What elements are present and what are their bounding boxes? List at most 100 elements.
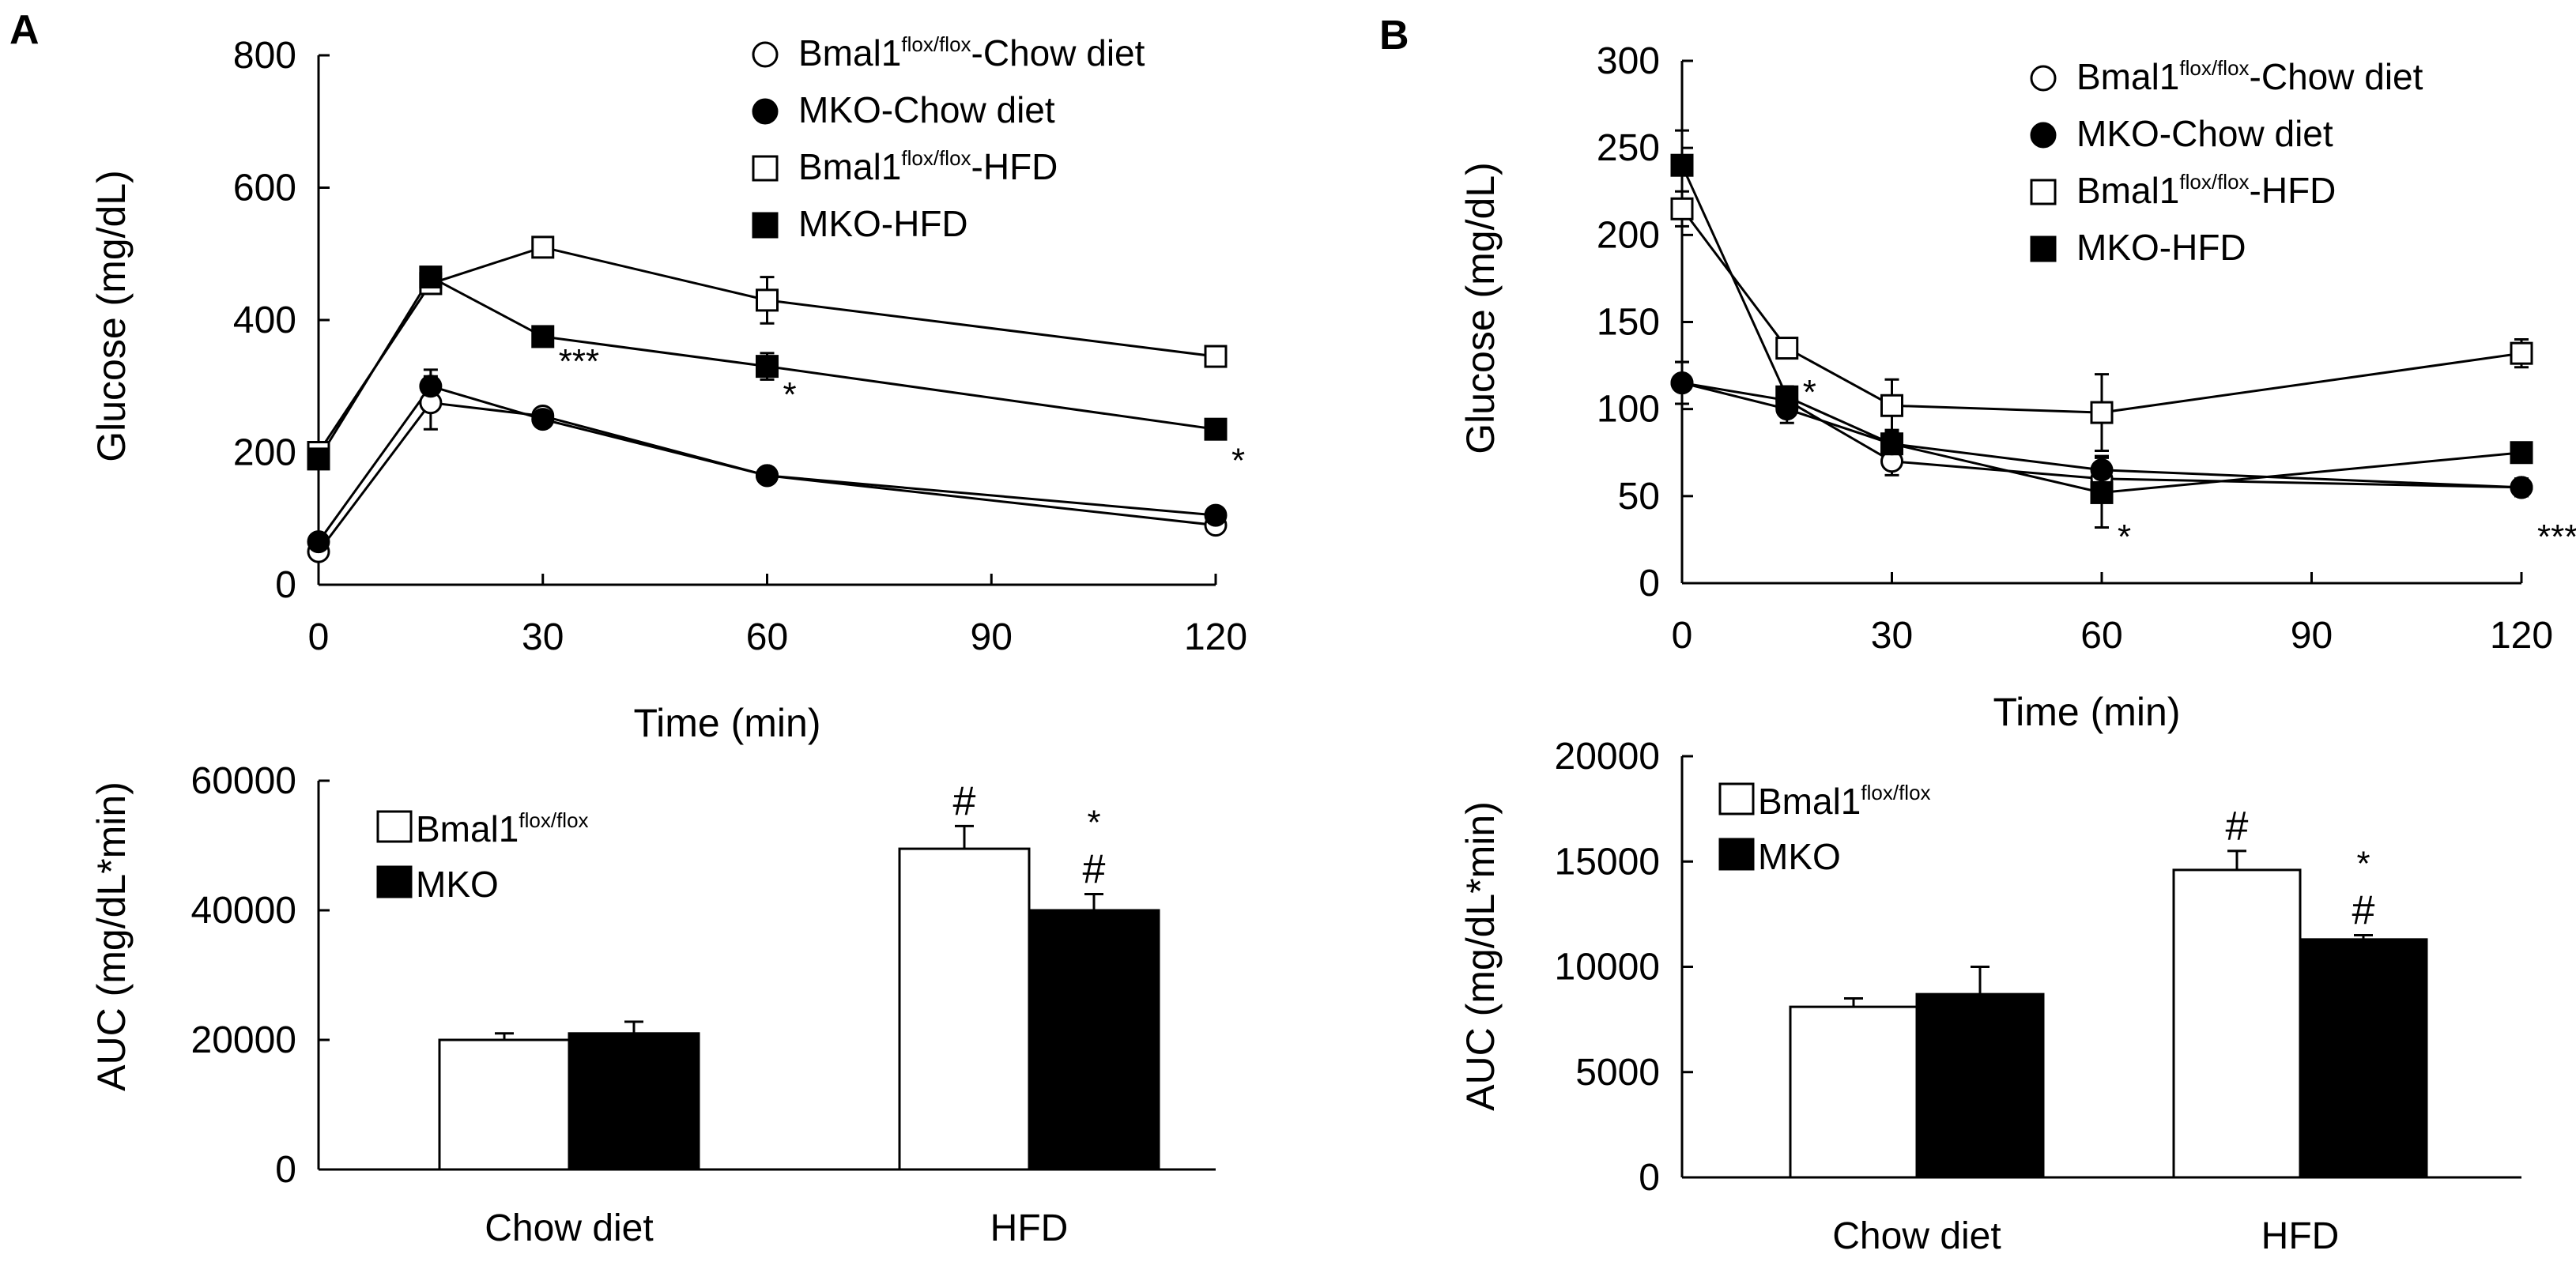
panel-b-line-significance-mark: * bbox=[2118, 518, 2131, 556]
panel-b-bar-category-label: HFD bbox=[2261, 1215, 2340, 1257]
panel-b-line-data-point bbox=[1670, 153, 1694, 177]
panel-b-line-data-point bbox=[1880, 394, 1903, 417]
panel-b-bar-legend-label: MKO bbox=[1758, 836, 1841, 877]
panel-b-line-legend-label: MKO-HFD bbox=[2076, 227, 2246, 268]
panel-a-bar-y-tick-label: 40000 bbox=[191, 890, 296, 932]
panel-b-line-data-point bbox=[2090, 458, 2114, 482]
panel-a-bar-bar bbox=[1028, 909, 1160, 1171]
panel-a-line-y-tick-label: 800 bbox=[233, 35, 296, 77]
panel-b-line-y-tick-label: 300 bbox=[1597, 40, 1660, 82]
panel-a-line-significance-mark: * bbox=[1231, 442, 1245, 480]
panel-a-line-x-tick-label: 60 bbox=[746, 616, 788, 658]
panel-a-line-legend-label: MKO-Chow diet bbox=[798, 89, 1055, 130]
panel-b-bar-y-tick-label: 10000 bbox=[1555, 947, 1660, 989]
panel-a-bar-bar bbox=[568, 1032, 700, 1171]
panel-b-bar-bar bbox=[1915, 992, 2045, 1179]
panel-a-bar-legend-label: MKO bbox=[416, 864, 499, 905]
panel-a-bar-ylabel: AUC (mg/dL*min) bbox=[89, 782, 134, 1091]
panel-a-line-data-point bbox=[756, 464, 779, 488]
panel-a-line-data-point bbox=[531, 325, 555, 348]
panel-a-bar-y-tick-label: 20000 bbox=[191, 1019, 296, 1061]
panel-a-line-data-point bbox=[307, 530, 330, 554]
panel-a-line-data-point bbox=[531, 235, 555, 259]
panel-a-line-legend-marker bbox=[752, 98, 779, 125]
panel-b-bar-y-tick-label: 15000 bbox=[1555, 841, 1660, 883]
panel-b-line-legend-label: MKO-Chow diet bbox=[2076, 113, 2333, 154]
panel-a-bar-legend-swatch bbox=[376, 810, 413, 843]
panel-b-bar-y-tick-label: 0 bbox=[1639, 1157, 1660, 1199]
panel-a-line-chart: 0 200 400 600 800 0 30 60 90 120 Bmal1flox/flox-Ch… bbox=[233, 32, 1247, 658]
panel-a-line-data-point bbox=[756, 288, 779, 312]
panel-a-bar-legend-swatch bbox=[376, 865, 413, 898]
panel-a-line-xlabel: Time (min) bbox=[633, 701, 820, 745]
panel-b-bar-significance-mark: * bbox=[2356, 845, 2370, 883]
panel-a-bar-category-label: HFD bbox=[990, 1207, 1069, 1249]
panel-a-line-data-point bbox=[1204, 503, 1228, 527]
panel-a-line-x-tick-label: 0 bbox=[308, 616, 330, 658]
panel-b-line-data-point bbox=[2510, 341, 2533, 365]
panel-b-bar-category-label: Chow diet bbox=[1832, 1215, 2001, 1257]
panel-b-bar-bar bbox=[2299, 938, 2428, 1179]
panel-b-line-data-point bbox=[2510, 476, 2533, 499]
panel-a-line-significance-mark: * bbox=[783, 375, 797, 414]
panel-a-line-legend-label: MKO-HFD bbox=[798, 203, 968, 244]
panel-b-line-data-point bbox=[2090, 480, 2114, 504]
panel-b-bar-ylabel: AUC (mg/dL*min) bbox=[1458, 801, 1503, 1111]
panel-b-line-legend-marker bbox=[2030, 179, 2057, 205]
panel-a-bar-bar bbox=[898, 847, 1031, 1171]
panel-b-line-data-point bbox=[1775, 385, 1799, 409]
panel-a-line-legend-marker bbox=[752, 155, 779, 182]
panel-b-bar-legend-label: Bmal1flox/flox bbox=[1758, 781, 1931, 822]
panel-a-line-x-tick-label: 30 bbox=[522, 616, 564, 658]
panel-b-bar-bar bbox=[1789, 1005, 1918, 1179]
panel-b-line-data-point bbox=[1775, 337, 1799, 360]
panel-b-line-y-tick-label: 150 bbox=[1597, 302, 1660, 344]
panel-b-line-x-tick-label: 0 bbox=[1672, 615, 1693, 657]
panel-a-bar-category-label: Chow diet bbox=[485, 1207, 653, 1249]
panel-b-bar-bar bbox=[2172, 868, 2302, 1179]
panel-a-line-y-tick-label: 600 bbox=[233, 168, 296, 209]
panel-a-bar-y-tick-label: 0 bbox=[275, 1149, 296, 1191]
panel-b-line-significance-mark: *** bbox=[2537, 518, 2576, 556]
panel-b-line-x-tick-label: 90 bbox=[2291, 615, 2333, 657]
panel-label-b: B bbox=[1379, 13, 1409, 58]
panel-b-bar-legend-swatch bbox=[1718, 838, 1755, 871]
panel-b-line-x-tick-label: 60 bbox=[2080, 615, 2122, 657]
panel-b-bar-legend-swatch bbox=[1718, 782, 1755, 815]
panel-b-line-legend-marker bbox=[2030, 122, 2057, 149]
panel-b-line-y-tick-label: 200 bbox=[1597, 214, 1660, 256]
panel-a-line-data-point bbox=[1204, 417, 1228, 441]
panel-b-line-y-tick-label: 250 bbox=[1597, 127, 1660, 169]
panel-b-line-legend-label: Bmal1flox/flox-Chow diet bbox=[2076, 56, 2423, 97]
panel-a-bar-chart: 0 20000 40000 60000 Chow diet HFD Bmal1flox/fl… bbox=[191, 760, 1216, 1249]
panel-a-line-data-point bbox=[419, 375, 443, 398]
panel-a-line-legend-marker bbox=[752, 212, 779, 239]
panel-b-line-y-tick-label: 50 bbox=[1618, 476, 1660, 518]
panel-b-line-xlabel: Time (min) bbox=[1993, 690, 2180, 734]
panel-b-line-x-tick-label: 30 bbox=[1871, 615, 1913, 657]
panel-a-line-data-point bbox=[419, 266, 443, 289]
panel-a-line-x-tick-label: 120 bbox=[1184, 616, 1247, 658]
panel-b-line-data-point bbox=[2510, 441, 2533, 465]
panel-a-line-legend-label: Bmal1flox/flox-HFD bbox=[798, 146, 1058, 187]
panel-a-bar-significance-mark: * bbox=[1087, 804, 1100, 842]
panel-b-bar-y-tick-label: 20000 bbox=[1555, 736, 1660, 778]
panel-a-line-y-tick-label: 400 bbox=[233, 299, 296, 341]
panel-b-line-data-point bbox=[1880, 432, 1903, 456]
panel-a-line-x-tick-label: 90 bbox=[971, 616, 1013, 658]
panel-b-line-legend-marker bbox=[2030, 65, 2057, 92]
panel-b-line-legend-marker bbox=[2030, 235, 2057, 262]
panel-a-bar-significance-mark: # bbox=[1083, 847, 1106, 893]
panel-a-bar-bar bbox=[438, 1038, 571, 1171]
panel-a-line-significance-mark: *** bbox=[559, 342, 599, 381]
panel-a-line-data-point bbox=[1204, 345, 1228, 368]
panel-b-line-data-point bbox=[2090, 401, 2114, 424]
panel-b-bar-y-tick-label: 5000 bbox=[1575, 1052, 1660, 1094]
panel-b-line-ylabel: Glucose (mg/dL) bbox=[1458, 162, 1503, 454]
panel-a-line-data-point bbox=[756, 355, 779, 379]
panel-a-bar-legend-label: Bmal1flox/flox bbox=[416, 808, 589, 849]
panel-a-line-data-point bbox=[307, 447, 330, 471]
panel-a-line-data-point bbox=[531, 408, 555, 431]
